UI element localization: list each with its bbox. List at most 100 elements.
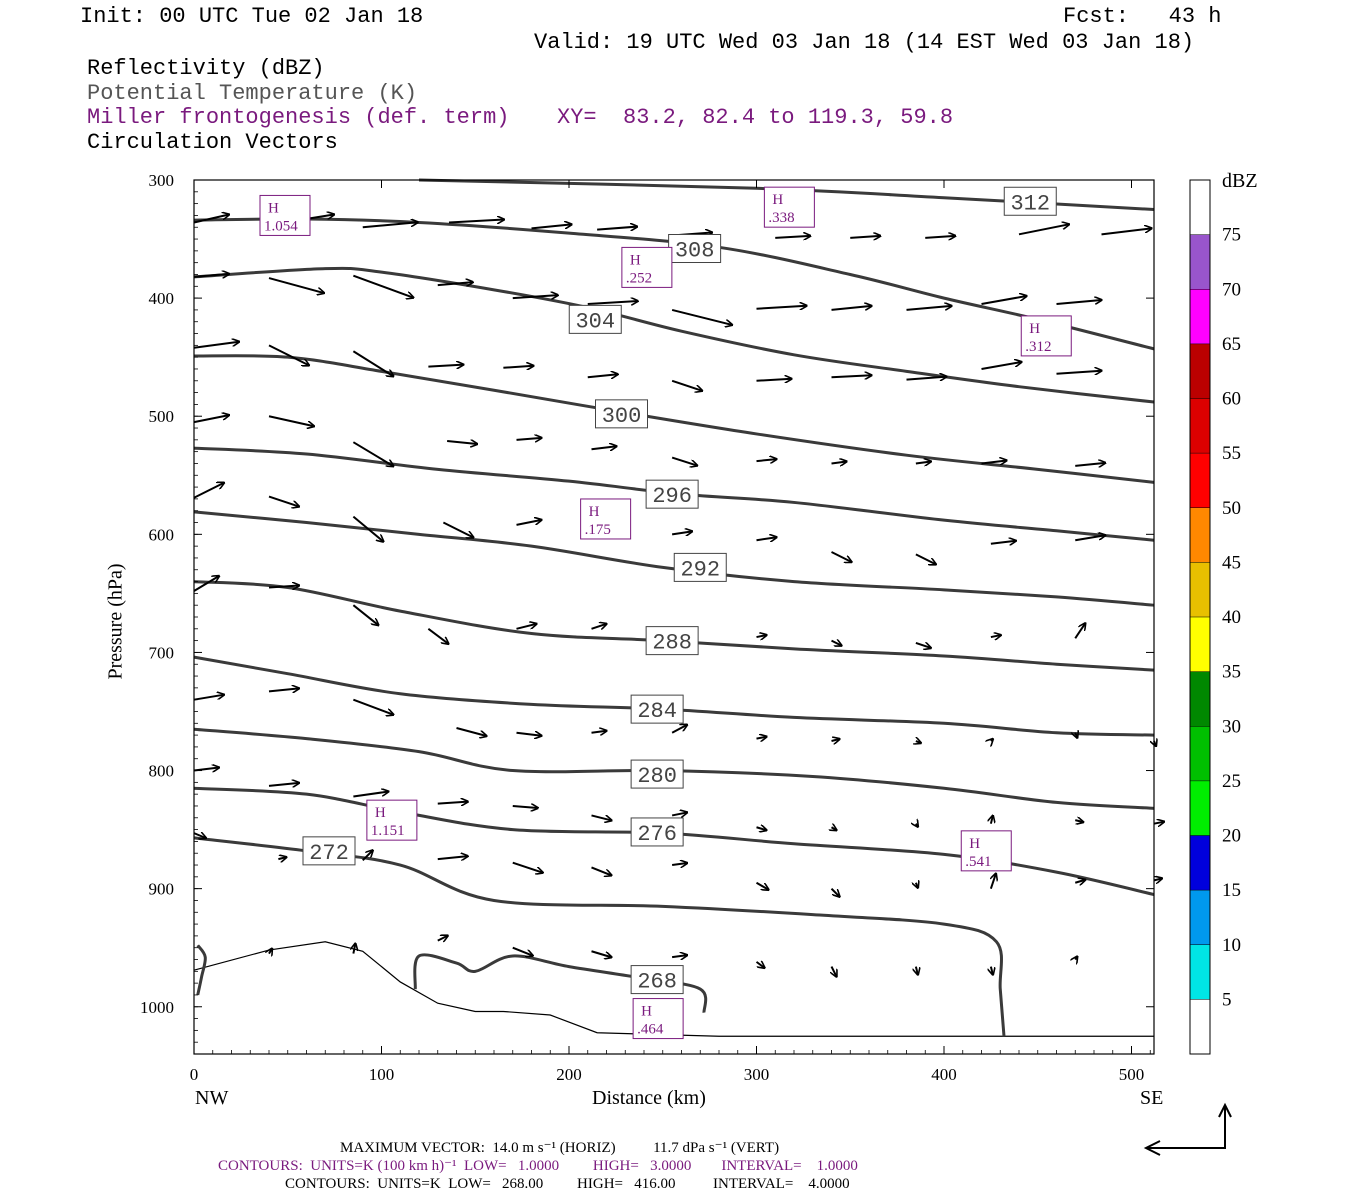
frontogenesis-max-letter: H [375, 805, 386, 821]
theta-label-284: 284 [637, 699, 677, 724]
circulation-vector [1153, 822, 1164, 824]
frontogenesis-max-box [580, 498, 632, 540]
circulation-vector [916, 966, 918, 975]
circulation-vector [512, 295, 558, 298]
circulation-vector [991, 966, 993, 975]
circulation-vector [268, 783, 299, 786]
circulation-vector [512, 946, 533, 956]
circulation-vector [1056, 300, 1102, 306]
y-tick-label: 400 [149, 289, 175, 308]
frontogenesis-max-box [259, 194, 311, 236]
x-left-direction: NW [195, 1087, 229, 1109]
circulation-vector [906, 306, 952, 311]
circulation-vector [516, 624, 537, 630]
x-tick-label: 0 [190, 1065, 199, 1084]
colorbar-swatch [1190, 944, 1210, 1000]
frontogenesis-max-value: .312 [1025, 339, 1051, 355]
circulation-vector [591, 731, 607, 733]
frontogenesis-max-letter: H [630, 252, 641, 268]
circulation-vector [353, 944, 355, 954]
theta-label-box [1003, 186, 1057, 216]
circulation-vector [193, 274, 229, 277]
theta-label-300: 300 [602, 404, 642, 429]
theta-label-box [595, 399, 648, 429]
circulation-vector [756, 459, 777, 461]
theta-label-box [630, 817, 684, 847]
frontogenesis-max-letter: H [268, 200, 279, 216]
circulation-vector [832, 827, 837, 830]
terrain-line [193, 941, 1154, 1037]
colorbar-swatch [1190, 234, 1210, 290]
colorbar-swatch [1190, 617, 1210, 672]
circulation-vector [591, 446, 617, 449]
circulation-vector [353, 274, 413, 298]
circulation-vector [278, 857, 286, 859]
frontogenesis-max-letter: H [1029, 321, 1040, 337]
colorbar-level-label: 70 [1222, 279, 1241, 300]
theta-label-276: 276 [637, 822, 677, 847]
circulation-vector [915, 643, 931, 648]
x-tick-label: 500 [1119, 1065, 1145, 1084]
circulation-vector [1075, 463, 1105, 466]
circulation-vector [831, 551, 852, 562]
circulation-vector [448, 220, 504, 223]
forecast-hour: Fcst: 43 h [1063, 4, 1222, 29]
circulation-vector [591, 624, 607, 629]
circulation-vector [352, 604, 378, 625]
circulation-vector [990, 635, 1001, 637]
theta-label-308: 308 [675, 239, 715, 264]
colorbar-level-label: 65 [1222, 334, 1241, 355]
field-potential-temperature: Potential Temperature (K) [87, 81, 418, 106]
circulation-vector [268, 495, 299, 507]
circulation-vector [1075, 733, 1077, 738]
circulation-vector [353, 792, 388, 798]
frontogenesis-max-value: .541 [965, 854, 991, 870]
circulation-vector [1056, 371, 1102, 374]
circulation-vector [981, 362, 1022, 370]
frontogenesis-max-letter: H [772, 192, 783, 208]
circulation-vector [906, 377, 947, 380]
circulation-vector [352, 441, 393, 466]
circulation-vector [193, 576, 219, 592]
circulation-vector [352, 515, 383, 542]
frontogenesis-max-value: .464 [637, 1022, 664, 1038]
circulation-vector [991, 874, 996, 889]
theta-label-272: 272 [309, 841, 349, 866]
colorbar-swatch [1190, 780, 1210, 836]
circulation-vector [268, 415, 314, 426]
circulation-vector [831, 641, 842, 646]
circulation-vector [352, 350, 393, 376]
contours-frontogenesis-info: CONTOURS: UNITS=K (100 km h)⁻¹ LOW= 1.00… [218, 1158, 858, 1174]
colorbar-swatch [1190, 453, 1210, 508]
circulation-vector [447, 441, 477, 444]
frontogenesis-max-value: .252 [626, 270, 652, 286]
circulation-vector [268, 688, 299, 691]
circulation-vector [756, 737, 767, 739]
frontogenesis-max-value: .338 [768, 210, 794, 226]
circulation-vector [591, 950, 612, 957]
circulation-vector [831, 375, 872, 377]
circulation-vector [915, 553, 936, 564]
field-frontogenesis: Miller frontogenesis (def. term) [87, 105, 510, 130]
colorbar-level-label: 50 [1222, 498, 1241, 519]
circulation-vector [516, 733, 542, 736]
circulation-vector [755, 962, 765, 968]
colorbar-swatch [1190, 289, 1210, 344]
circulation-vector [362, 850, 373, 862]
theta-label-box [645, 479, 699, 509]
circulation-vector [591, 814, 612, 820]
circulation-vector [442, 521, 473, 538]
circulation-vector [193, 483, 224, 499]
y-axis-title: Pressure (hPa) [104, 563, 127, 680]
circulation-vector [1075, 957, 1077, 960]
colorbar-swatch [1190, 671, 1210, 727]
circulation-vector [437, 936, 448, 941]
field-circulation-vectors: Circulation Vectors [87, 130, 338, 155]
theta-label-box [568, 304, 622, 334]
colorbar-level-label: 40 [1222, 607, 1241, 628]
colorbar-swatch [1190, 343, 1210, 399]
circulation-vector [925, 236, 955, 238]
frontogenesis-max-value: 1.151 [371, 823, 405, 839]
colorbar-level-label: 5 [1222, 989, 1232, 1010]
colorbar-swatch [1190, 999, 1210, 1054]
